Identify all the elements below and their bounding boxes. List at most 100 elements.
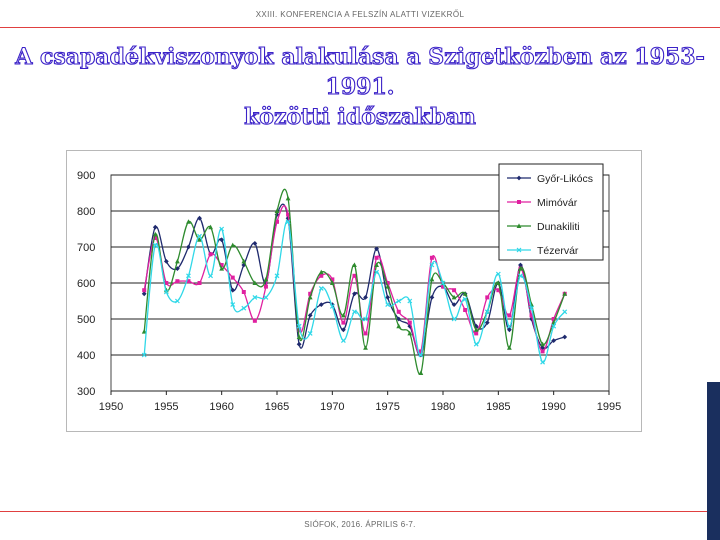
data-point (152, 231, 158, 237)
legend-label: Győr-Likócs (537, 173, 593, 185)
data-point (474, 331, 479, 336)
data-point (186, 244, 191, 250)
data-point (186, 273, 191, 279)
data-point (374, 262, 379, 267)
footer-text: SIÓFOK, 2016. ÁPRILIS 6-7. (304, 520, 416, 529)
data-point (341, 320, 346, 325)
data-point (374, 269, 380, 275)
data-point (241, 258, 247, 264)
data-point (396, 323, 402, 329)
data-point (230, 287, 236, 293)
data-point (175, 279, 180, 284)
data-point (363, 345, 368, 350)
data-point (296, 341, 302, 347)
data-point (352, 262, 357, 267)
data-point (451, 316, 457, 322)
data-point (197, 281, 202, 285)
data-point (407, 320, 412, 325)
data-point (252, 294, 258, 300)
data-point (551, 323, 557, 329)
data-point (385, 302, 391, 308)
data-point (208, 252, 213, 257)
data-point (551, 338, 557, 343)
chart-canvas: 300 400 500 600 700 800 900 1950 1955 1960 1965 197… (77, 163, 621, 413)
y-tick-label: 700 (77, 242, 95, 254)
x-tick-label: 1955 (154, 401, 178, 413)
data-point (141, 291, 147, 297)
data-point (562, 309, 568, 315)
y-tick-label: 400 (77, 350, 95, 362)
data-point (318, 269, 324, 275)
data-point (529, 305, 534, 311)
x-tick-label: 1980 (431, 401, 455, 413)
precipitation-chart: 300 400 500 600 700 800 900 1950 1955 1960 1965 197… (66, 150, 642, 432)
data-point (296, 334, 302, 339)
data-point (352, 309, 357, 315)
data-point (352, 291, 357, 297)
data-point (263, 284, 268, 289)
data-point (208, 273, 214, 279)
data-point (462, 296, 468, 302)
data-point (286, 212, 291, 217)
data-point (252, 280, 258, 285)
y-tick-label: 300 (77, 386, 95, 398)
data-point (463, 308, 468, 312)
data-point (452, 288, 457, 293)
data-point (319, 273, 324, 278)
data-point (219, 266, 225, 271)
data-point (518, 266, 523, 271)
x-tick-label: 1985 (486, 401, 510, 413)
data-point (429, 276, 435, 282)
data-point (429, 255, 434, 260)
slide-title-line2: közötti időszakban (244, 103, 477, 130)
data-point (407, 298, 413, 304)
data-point (363, 331, 368, 336)
data-point (230, 302, 236, 308)
data-point (252, 318, 257, 323)
data-point (219, 226, 225, 232)
data-point (186, 219, 191, 224)
data-point (485, 295, 490, 300)
slide-title: A csapadékviszonyok alakulása a Szigetkö… (10, 42, 710, 132)
series-dunakiliti (141, 188, 568, 375)
footer-divider (0, 511, 720, 512)
data-point (285, 219, 291, 225)
data-point (540, 349, 545, 354)
data-point (274, 212, 280, 217)
x-tick-label: 1975 (375, 401, 399, 413)
data-point (341, 327, 346, 333)
data-point (418, 352, 424, 358)
data-point (396, 309, 401, 314)
conference-header: XXIII. KONFERENCIA A FELSZÍN ALATTI VIZE… (255, 10, 465, 19)
data-point (329, 303, 335, 309)
data-point (473, 327, 479, 332)
y-tick-label: 800 (77, 206, 95, 218)
data-point (518, 273, 523, 279)
data-point (296, 323, 302, 329)
data-point (330, 277, 335, 282)
data-point (219, 237, 225, 243)
data-point (407, 330, 413, 336)
data-point (462, 291, 468, 296)
data-point (142, 288, 147, 293)
data-point (429, 295, 435, 300)
data-point (197, 237, 202, 242)
data-point (516, 247, 522, 253)
data-point (341, 312, 346, 318)
data-point (352, 273, 357, 278)
data-point (529, 313, 534, 318)
data-point (562, 334, 568, 340)
x-tick-label: 1995 (597, 401, 621, 413)
data-point (152, 224, 158, 230)
decorative-sidebar (707, 382, 720, 540)
data-point (285, 195, 291, 201)
data-point (396, 298, 402, 304)
data-point (451, 294, 457, 300)
data-point (230, 242, 236, 248)
data-point (208, 224, 213, 230)
data-point (540, 359, 546, 365)
data-point (219, 263, 224, 267)
y-tick-label: 900 (77, 170, 95, 182)
data-point (318, 302, 324, 307)
data-point (507, 327, 512, 333)
